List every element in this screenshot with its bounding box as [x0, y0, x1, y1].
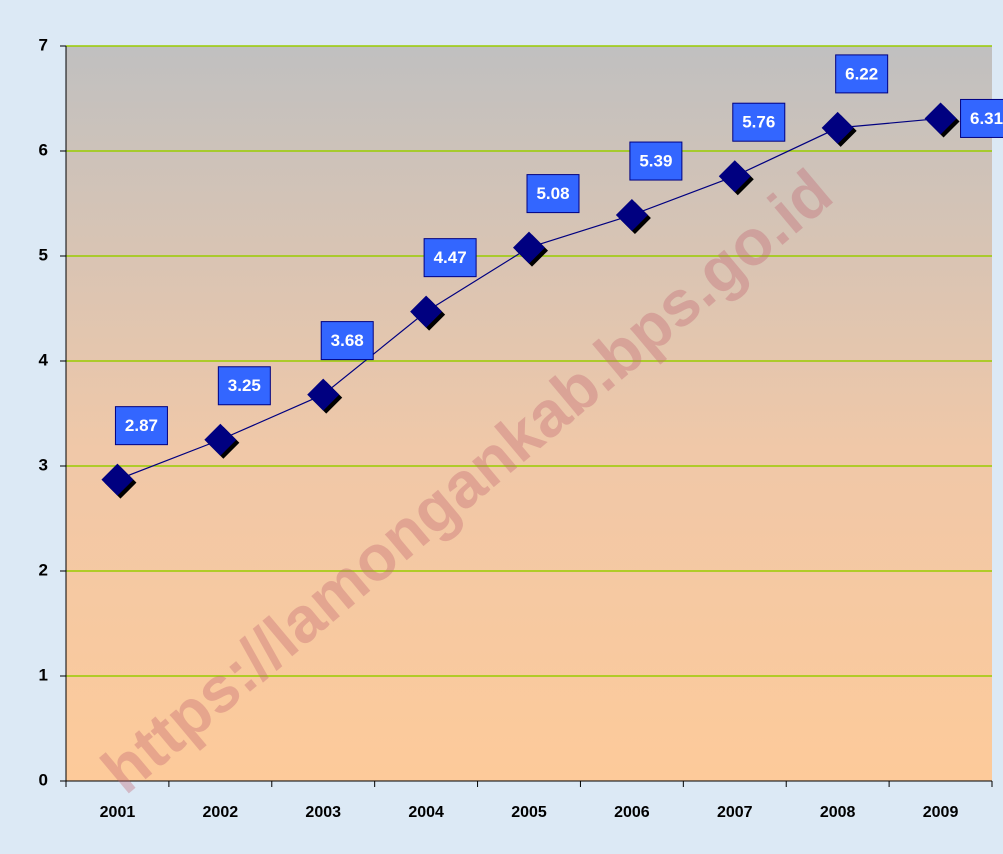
marker — [101, 463, 134, 496]
data-label: 3.68 — [331, 331, 364, 350]
x-tick-label: 2001 — [100, 804, 136, 821]
y-tick-label: 2 — [39, 560, 48, 579]
x-tick-label: 2005 — [511, 804, 547, 821]
data-label-box — [526, 174, 580, 214]
data-label: 2.87 — [125, 416, 158, 435]
marker — [718, 160, 751, 193]
data-label: 6.22 — [845, 64, 878, 83]
x-tick-label: 2002 — [203, 804, 239, 821]
x-tick-label: 2003 — [305, 804, 341, 821]
marker — [513, 231, 545, 264]
x-tick-label: 2007 — [717, 804, 753, 821]
y-tick-label: 3 — [39, 455, 48, 474]
data-label-box — [217, 366, 271, 406]
marker — [307, 378, 340, 411]
data-label: 4.47 — [434, 248, 467, 267]
y-tick-label: 0 — [39, 770, 48, 789]
data-label-box — [732, 102, 786, 142]
data-label-box — [960, 98, 1003, 138]
data-label-box — [320, 321, 374, 361]
x-tick-label: 2004 — [408, 804, 444, 821]
marker — [615, 199, 648, 232]
plot-area — [66, 46, 992, 781]
data-label-box — [114, 406, 168, 446]
data-label: 5.39 — [639, 152, 672, 171]
x-tick-label: 2009 — [923, 804, 959, 821]
data-label: 5.76 — [742, 113, 775, 132]
data-label-box — [835, 54, 889, 94]
data-label-box — [629, 141, 683, 181]
marker — [204, 423, 237, 456]
y-tick-label: 6 — [39, 140, 48, 159]
x-tick-label: 2006 — [614, 804, 650, 821]
y-tick-label: 7 — [39, 35, 48, 54]
data-label-box — [423, 238, 477, 278]
y-tick-label: 4 — [39, 350, 49, 369]
data-label: 3.25 — [228, 376, 261, 395]
x-tick-label: 2008 — [820, 804, 856, 821]
data-label: 5.08 — [536, 184, 569, 203]
marker — [410, 295, 443, 328]
marker — [821, 111, 854, 144]
y-tick-label: 1 — [39, 665, 48, 684]
marker — [924, 102, 957, 135]
y-tick-label: 5 — [39, 245, 48, 264]
data-label: 6.31 — [970, 109, 1003, 128]
